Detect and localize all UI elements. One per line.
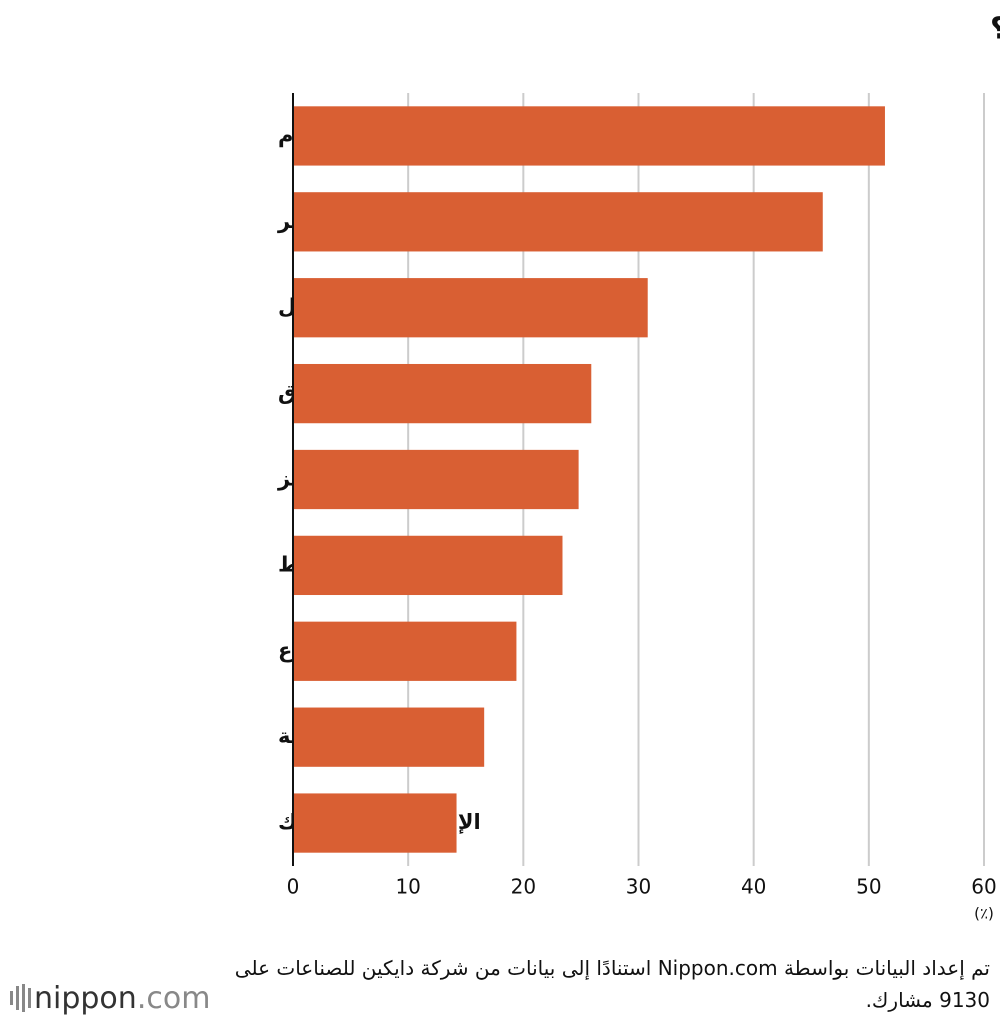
bar: [293, 621, 517, 681]
bar: [293, 793, 457, 853]
x-tick-label: 10: [395, 875, 420, 899]
x-tick-label: 40: [741, 875, 766, 899]
logo-suffix: .com: [136, 981, 211, 1016]
x-tick-label: 50: [856, 875, 881, 899]
x-tick-label: 20: [511, 875, 536, 899]
x-tick-label: 0: [287, 875, 300, 899]
logo: nippon.com: [8, 978, 210, 1016]
chart-title: ما هي المشاكل الجسدية التي واجهتها بسبب …: [990, 12, 1000, 47]
x-tick-label: 30: [626, 875, 651, 899]
bar: [293, 535, 563, 596]
bar: [293, 106, 885, 166]
bar: [293, 192, 823, 252]
logo-name: nippon: [34, 981, 137, 1016]
logo-icon: [10, 984, 31, 1012]
bar: [293, 707, 485, 767]
bar: [293, 363, 592, 424]
bar: [293, 278, 648, 338]
x-unit: (٪): [974, 905, 994, 923]
bar: [293, 449, 579, 510]
source-note: تم إعداد البيانات بواسطة Nippon.com استن…: [234, 956, 990, 1012]
x-tick-label: 60: [971, 875, 996, 899]
